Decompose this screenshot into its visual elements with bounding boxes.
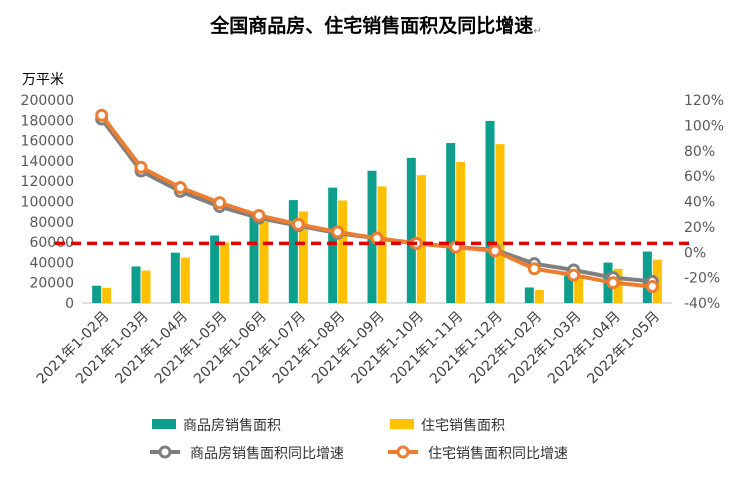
legend-swatch-marker — [158, 445, 172, 459]
y2-tick-label: 20% — [684, 220, 715, 236]
bar-commercial-8 — [406, 157, 416, 303]
y2-tick-label: -40% — [684, 296, 720, 312]
legend-label: 商品房销售面积 — [183, 418, 281, 434]
legend-label: 商品房销售面积同比增速 — [190, 446, 344, 462]
point-residential-5 — [291, 217, 305, 231]
paragraph-mark: ↵ — [533, 26, 541, 37]
bar-commercial-14 — [642, 251, 652, 303]
bar-residential-2 — [180, 257, 190, 303]
bar-residential-12 — [574, 276, 584, 303]
bar-residential-0 — [102, 287, 112, 303]
legend-swatch — [390, 419, 414, 429]
bar-commercial-9 — [446, 143, 456, 303]
point-residential-4 — [252, 208, 266, 222]
y-tick-label: 140000 — [21, 154, 74, 170]
y-tick-label: 180000 — [21, 113, 74, 129]
point-residential-1 — [134, 160, 148, 174]
bar-commercial-0 — [92, 285, 102, 303]
y2-tick-label: 100% — [684, 118, 724, 134]
point-residential-3 — [213, 196, 227, 210]
bar-commercial-1 — [131, 266, 141, 303]
y-tick-label: 40000 — [29, 255, 74, 271]
x-tick-label: 2022年1-05月 — [584, 309, 663, 388]
y-tick-label: 0 — [65, 296, 74, 312]
bar-residential-8 — [416, 175, 426, 303]
bar-commercial-4 — [249, 213, 259, 303]
bar-residential-1 — [141, 270, 151, 303]
point-residential-0 — [95, 108, 109, 122]
point-residential-6 — [331, 225, 345, 239]
y-tick-label: 80000 — [29, 215, 74, 231]
y-tick-label: 160000 — [21, 134, 74, 150]
point-residential-12 — [567, 268, 581, 282]
y2-tick-label: 40% — [684, 195, 715, 211]
bar-residential-4 — [259, 221, 269, 303]
bar-residential-6 — [338, 200, 348, 303]
y2-tick-label: 120% — [684, 93, 724, 109]
y-tick-label: 100000 — [21, 195, 74, 211]
legend-swatch — [152, 419, 176, 429]
y2-tick-label: -20% — [684, 271, 720, 287]
point-residential-2 — [173, 181, 187, 195]
line-series — [95, 108, 659, 294]
y2-tick-label: 0% — [684, 245, 706, 261]
legend-swatch-marker — [396, 445, 410, 459]
point-residential-13 — [606, 276, 620, 290]
point-residential-11 — [527, 262, 541, 276]
y-tick-label: 60000 — [29, 235, 74, 251]
bar-commercial-3 — [210, 235, 220, 303]
bar-commercial-11 — [524, 287, 534, 303]
bar-commercial-6 — [328, 187, 338, 303]
bar-residential-9 — [456, 161, 466, 303]
y-tick-label: 20000 — [29, 276, 74, 292]
point-residential-10 — [488, 244, 502, 258]
bar-commercial-5 — [288, 200, 298, 303]
y-axis-unit-label: 万平米 — [22, 72, 64, 88]
bar-residential-10 — [495, 144, 505, 303]
bar-residential-11 — [534, 290, 544, 303]
bar-commercial-2 — [170, 252, 180, 303]
point-residential-14 — [645, 280, 659, 294]
x-axis-ticks: 2021年1-02月2021年1-03月2021年1-04月2021年1-05月… — [34, 309, 663, 388]
legend-label: 住宅销售面积 — [421, 418, 505, 434]
bar-residential-3 — [220, 242, 230, 303]
y-tick-label: 120000 — [21, 174, 74, 190]
y-axis-ticks: 0 20000 40000 60000 80000 100000 120000 140000 1… — [21, 93, 74, 312]
y-tick-label: 200000 — [21, 93, 74, 109]
line-commercial-growth — [100, 117, 653, 284]
legend-label: 住宅销售面积同比增速 — [428, 446, 568, 462]
y2-axis-ticks: -40% -20% 0% 20% 40% 60% 80% 100% 120% — [684, 93, 724, 312]
chart-title: 全国商品房、住宅销售面积及同比增速↵ — [209, 14, 541, 37]
bar-commercial-10 — [485, 120, 495, 303]
y2-tick-label: 80% — [684, 144, 715, 160]
bar-commercial-12 — [564, 271, 574, 303]
bar-residential-5 — [298, 211, 308, 303]
y2-tick-label: 60% — [684, 169, 715, 185]
